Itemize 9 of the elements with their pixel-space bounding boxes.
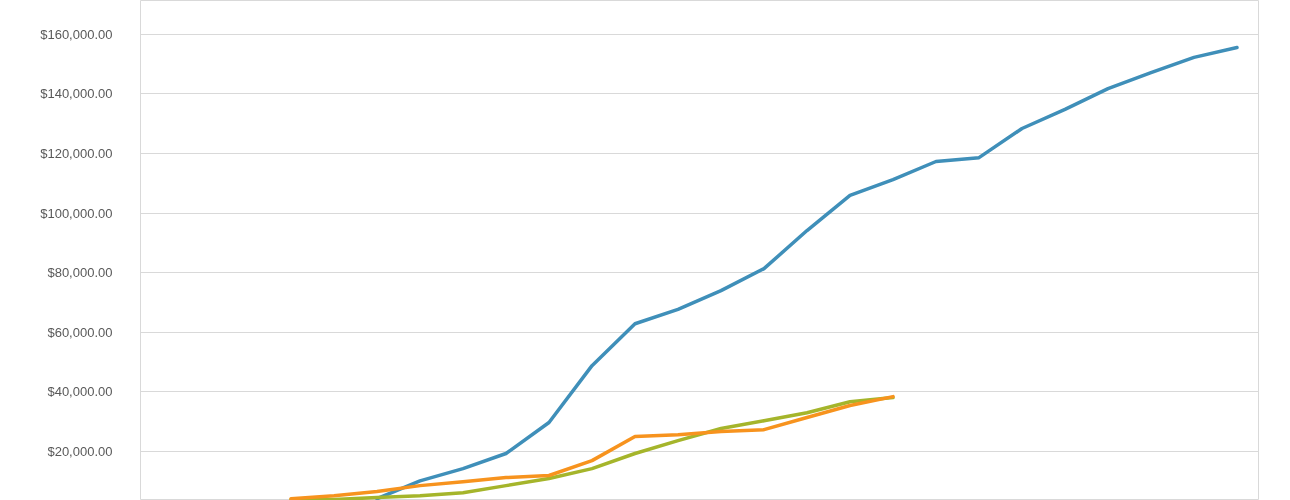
y-tick-label: $60,000.00 [47, 324, 113, 340]
y-tick-label: $160,000.00 [40, 26, 113, 42]
y-tick-label: $100,000.00 [40, 205, 113, 221]
y-tick-label: $140,000.00 [40, 86, 113, 102]
y-tick-label: $20,000.00 [47, 443, 113, 459]
y-tick-label: $80,000.00 [47, 265, 113, 281]
y-tick-label: $120,000.00 [40, 145, 113, 161]
y-tick-label: $40,000.00 [47, 384, 113, 400]
line-series [375, 45, 1239, 500]
